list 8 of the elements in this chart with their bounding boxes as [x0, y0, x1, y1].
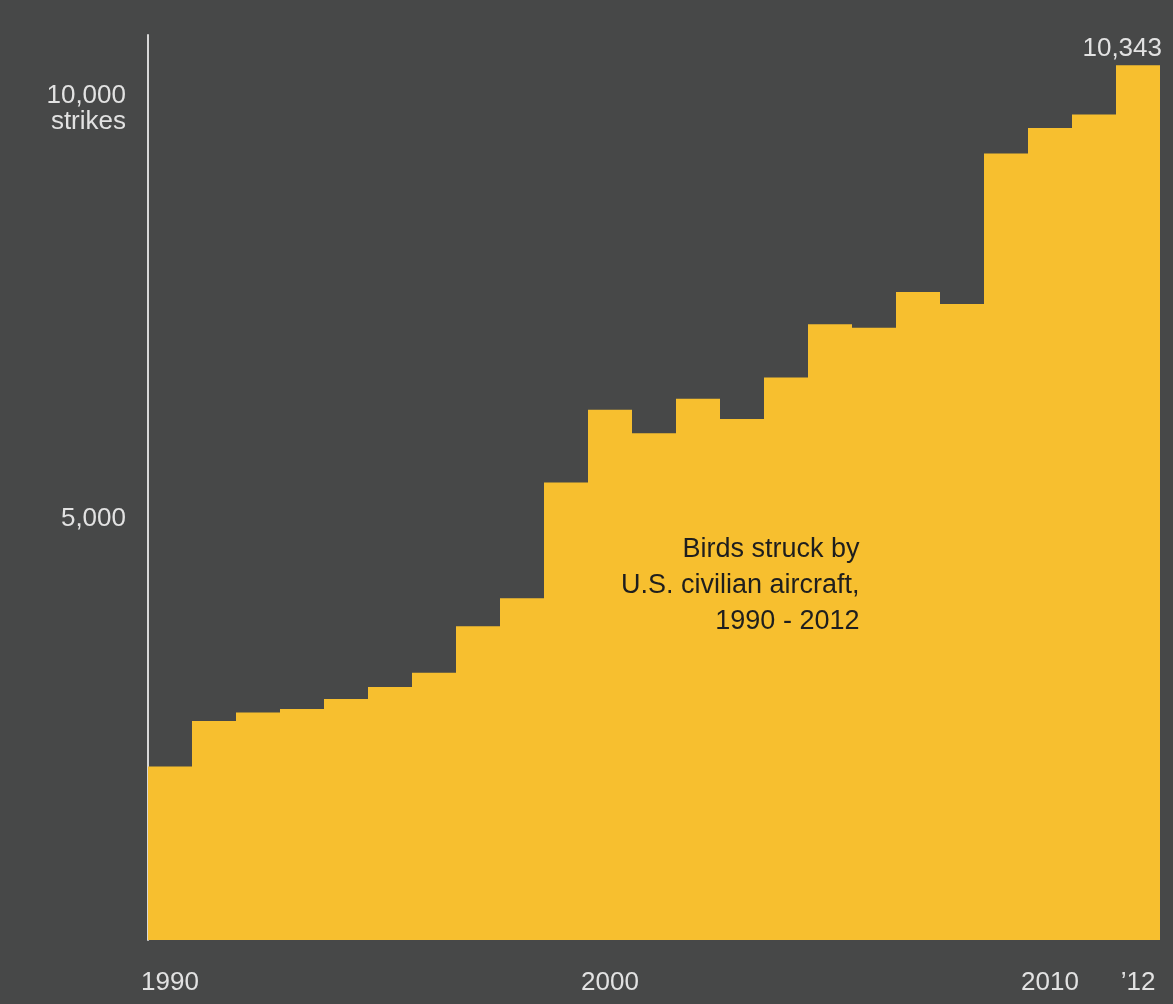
y-tick-label: 5,000: [60, 502, 126, 533]
x-tick-label: 2010: [1021, 966, 1079, 996]
x-tick-label: 1990: [141, 966, 199, 996]
y-tick-label: 10,000: [46, 79, 126, 110]
x-tick-label: ’12: [1120, 966, 1156, 996]
text: Birds struck by U.S. civilian aircraft, 1990 - 2012: [620, 533, 860, 635]
data-label: 10,343: [1082, 32, 1162, 63]
x-tick-label: 2000: [581, 966, 639, 996]
